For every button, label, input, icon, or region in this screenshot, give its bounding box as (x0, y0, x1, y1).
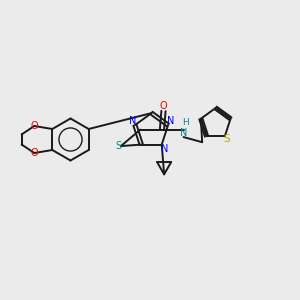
Text: O: O (31, 121, 38, 131)
Text: N: N (167, 116, 174, 126)
Text: N: N (180, 128, 187, 138)
Text: S: S (116, 141, 122, 151)
Text: O: O (31, 148, 38, 158)
Text: H: H (182, 118, 188, 127)
Text: N: N (129, 116, 136, 126)
Text: N: N (161, 144, 168, 154)
Text: O: O (160, 101, 167, 111)
Text: S: S (223, 134, 230, 144)
